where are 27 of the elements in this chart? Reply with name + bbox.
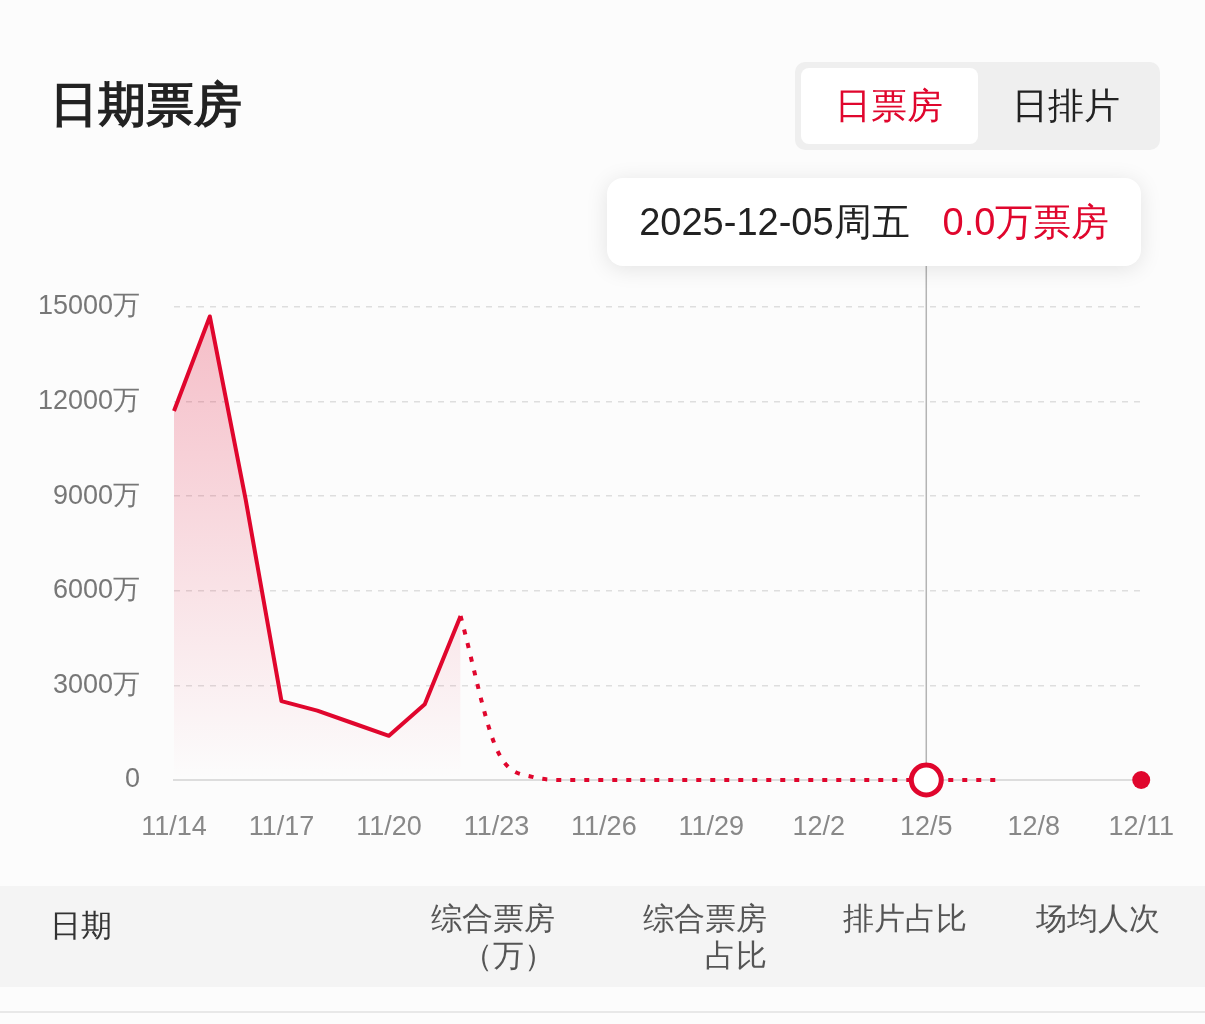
text: 场均人次 bbox=[1035, 900, 1160, 937]
text: 0.0万票房 bbox=[942, 200, 1110, 245]
text: 排片占比 bbox=[842, 900, 967, 937]
x-tick-label: 11/23 bbox=[463, 810, 530, 841]
text: 综合票房（万） bbox=[430, 900, 555, 974]
x-tick-label: 12/11 bbox=[1108, 810, 1174, 841]
x-tick-label: 12/2 bbox=[792, 810, 846, 841]
segmented-control[interactable]: 日票房 日排片 bbox=[795, 62, 1160, 150]
y-tick-label: 3000万 bbox=[52, 668, 140, 699]
x-tick-label: 11/26 bbox=[571, 810, 637, 841]
y-tick-label: 9000万 bbox=[52, 479, 140, 510]
tab[interactable]: 日排片 bbox=[977, 68, 1154, 144]
x-tick-label: 11/17 bbox=[248, 810, 315, 841]
x-tick-label: 11/14 bbox=[141, 810, 207, 841]
y-tick-label: 12000万 bbox=[37, 385, 140, 416]
x-tick-label: 12/8 bbox=[1007, 810, 1061, 841]
y-tick-label: 6000万 bbox=[52, 574, 140, 605]
text: 综合票房占比 bbox=[642, 900, 767, 974]
text: 日期 bbox=[50, 907, 112, 944]
text: 2025-12-05周五 bbox=[639, 200, 910, 245]
x-tick-label: 12/5 bbox=[900, 810, 953, 841]
x-tick-label: 11/20 bbox=[356, 810, 422, 841]
selected-tab[interactable]: 日票房 bbox=[801, 68, 978, 144]
x-tick-label: 11/29 bbox=[678, 810, 745, 841]
y-tick-label: 0 bbox=[124, 763, 140, 794]
y-tick-label: 15000万 bbox=[37, 290, 140, 321]
chart-title: 日期票房 bbox=[50, 77, 242, 133]
